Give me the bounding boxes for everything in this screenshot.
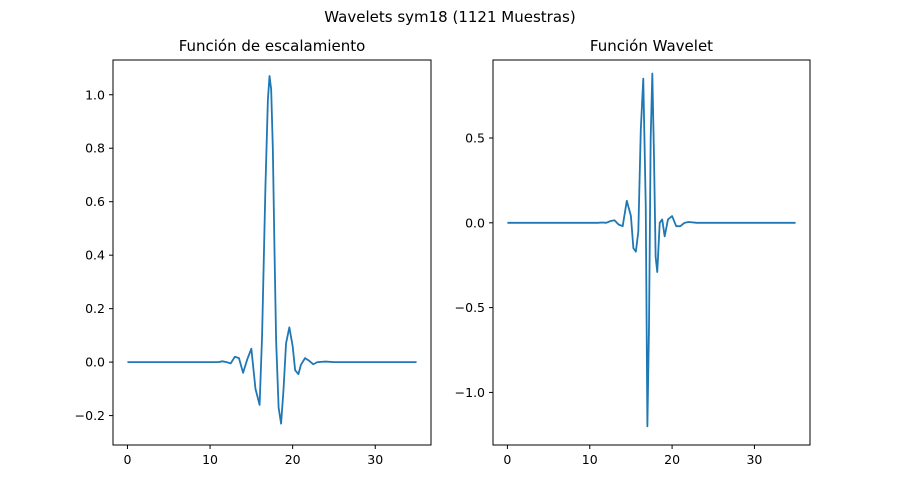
scaling-y-tick-label: 0.6	[85, 194, 105, 209]
wavelet-x-tick-label: 10	[582, 452, 598, 467]
wavelet-y-tick-label: −1.0	[455, 385, 485, 400]
wavelet-y-tick-label: −0.5	[455, 300, 485, 315]
wavelet-axes-frame	[492, 59, 811, 446]
scaling-x-tick-label: 30	[367, 452, 383, 467]
scaling-x-tick-label: 10	[202, 452, 218, 467]
scaling-function-axes: Función de escalamiento 0 10 20 30 −0.2 0.0 0.2…	[75, 37, 432, 467]
scaling-y-tick-label: 0.0	[85, 355, 105, 370]
wavelet-y-tick-label: 0.0	[465, 215, 485, 230]
scaling-title: Función de escalamiento	[179, 37, 366, 55]
wavelet-y-tick-label: 0.5	[465, 131, 485, 146]
scaling-axes-frame	[112, 59, 432, 446]
wavelet-function-axes: Función Wavelet 0 10 20 30 −1.0 −0.5 0.0 0.5	[455, 37, 811, 467]
scaling-y-tick-label: 0.2	[85, 301, 105, 316]
scaling-x-tick-label: 0	[123, 452, 131, 467]
scaling-x-tick-label: 20	[285, 452, 301, 467]
wavelet-series-line	[507, 72, 796, 428]
scaling-series-line	[127, 75, 417, 425]
scaling-y-tick-label: 0.4	[85, 248, 105, 263]
scaling-y-tick-label: 0.8	[85, 141, 105, 156]
figure-suptitle: Wavelets sym18 (1121 Muestras)	[324, 8, 575, 26]
wavelet-x-tick-label: 0	[503, 452, 511, 467]
wavelet-x-tick-label: 30	[746, 452, 762, 467]
wavelet-title: Función Wavelet	[590, 37, 713, 55]
scaling-y-tick-label: 1.0	[85, 87, 105, 102]
scaling-y-tick-label: −0.2	[75, 408, 105, 423]
wavelet-x-tick-label: 20	[664, 452, 680, 467]
